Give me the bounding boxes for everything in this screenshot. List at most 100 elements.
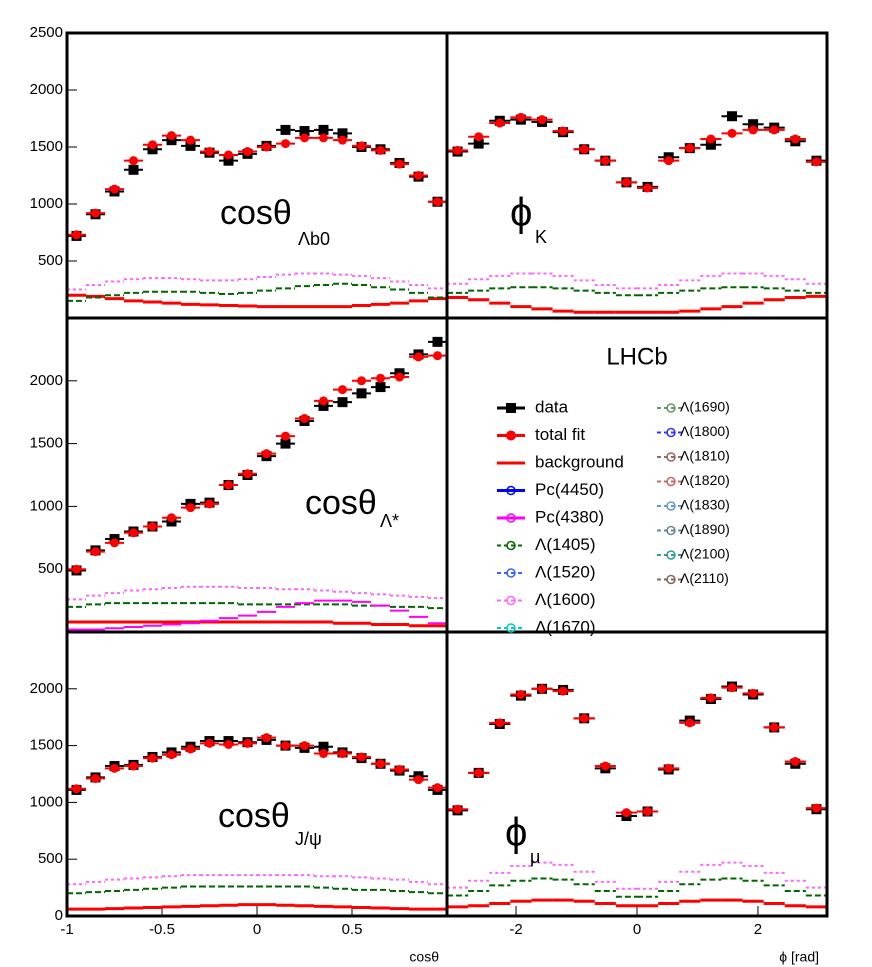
fit-point — [148, 521, 157, 531]
fit-point — [474, 132, 484, 142]
legend-marker — [666, 501, 676, 511]
fit-point — [129, 528, 138, 538]
fit-point — [357, 752, 366, 762]
data-point — [299, 126, 310, 137]
legend-marker — [506, 568, 516, 578]
y-tick-label: 1000 — [30, 195, 63, 212]
fit-point — [224, 150, 233, 160]
fit-point — [186, 503, 195, 513]
panel-label: cosθ — [305, 484, 377, 522]
fit-point — [186, 135, 195, 145]
panel-label: cosθ — [220, 194, 292, 232]
data-point — [337, 397, 348, 408]
fit-point — [433, 197, 442, 207]
panel-label: ϕ — [510, 191, 532, 235]
fit-point — [537, 684, 547, 694]
legend-label: Pc(4380) — [535, 507, 604, 526]
fit-point — [281, 431, 290, 441]
fit-point — [664, 763, 674, 773]
fit-point — [600, 156, 610, 166]
legend-marker — [506, 430, 516, 441]
fit-point — [91, 547, 100, 557]
legend-label: total fit — [535, 425, 585, 444]
fit-point — [558, 686, 568, 696]
data-point — [147, 144, 158, 155]
fit-point — [811, 157, 821, 167]
legend-marker — [506, 540, 516, 551]
fit-point — [579, 144, 589, 154]
legend-marker — [666, 574, 676, 585]
data-point — [432, 336, 443, 347]
fit-point — [621, 808, 631, 818]
x-tick-label: -1 — [60, 921, 73, 938]
legend-marker — [666, 525, 676, 536]
fit-point — [167, 131, 176, 141]
panel-label-sub: μ — [530, 847, 540, 867]
legend-label: Λ(1670) — [535, 617, 596, 636]
panel-label-sub: J/ψ — [295, 829, 322, 849]
data-point — [280, 124, 291, 135]
legend-marker — [666, 427, 676, 438]
y-tick-label: 1500 — [30, 435, 63, 452]
data-point — [748, 119, 759, 130]
fit-point — [148, 753, 157, 763]
y-tick-label: 2000 — [30, 81, 63, 98]
y-tick-label: 2000 — [30, 680, 63, 697]
fit-point — [243, 147, 252, 157]
x-tick-label: 0.5 — [342, 921, 363, 938]
legend-label: Λ(1810) — [680, 448, 730, 464]
fit-point — [414, 352, 423, 362]
fit-point — [790, 757, 800, 767]
legend-marker — [506, 623, 516, 633]
fit-point — [727, 128, 737, 138]
data-point — [223, 155, 234, 166]
fit-point — [495, 118, 505, 128]
fit-point — [558, 126, 568, 136]
fit-point — [243, 738, 252, 748]
data-point — [166, 135, 177, 146]
fit-point — [167, 513, 176, 523]
fit-point — [205, 738, 214, 748]
legend-marker — [666, 452, 676, 462]
legend-marker — [506, 403, 516, 413]
fit-point — [224, 739, 233, 749]
fit-point — [338, 135, 347, 145]
fit-point — [600, 761, 610, 771]
legend-label: background — [535, 452, 624, 471]
fit-point — [769, 125, 779, 135]
fit-point — [91, 208, 100, 218]
x-tick-label: 0 — [633, 921, 641, 938]
data-point — [375, 382, 386, 393]
legend-marker — [666, 550, 676, 560]
fit-point — [790, 134, 800, 144]
data-point — [318, 124, 329, 135]
y-tick-label: 500 — [38, 560, 63, 577]
x-axis-title: ϕ [rad] — [779, 949, 819, 965]
legend-marker — [666, 476, 676, 487]
fit-point — [453, 804, 463, 814]
x-tick-label: -2 — [509, 921, 522, 938]
fit-point — [262, 733, 271, 743]
y-tick-label: 2500 — [30, 24, 63, 41]
panel-label: ϕ — [505, 811, 527, 855]
fit-point — [376, 145, 385, 155]
fit-point — [300, 133, 309, 143]
data-point — [337, 128, 348, 139]
x-tick-label: 0 — [253, 921, 261, 938]
x-tick-label: 2 — [754, 921, 762, 938]
fit-point — [110, 538, 119, 548]
y-tick-label: 1000 — [30, 793, 63, 810]
fit-point — [395, 159, 404, 169]
fit-point — [281, 741, 290, 751]
fit-point — [453, 145, 463, 155]
fit-point — [579, 713, 589, 723]
y-tick-label: 2000 — [30, 372, 63, 389]
data-point — [280, 438, 291, 449]
fit-point — [243, 469, 252, 479]
y-tick-label: 1000 — [30, 497, 63, 514]
legend-label: Λ(1800) — [680, 423, 730, 439]
legend-label: Λ(1520) — [535, 562, 596, 581]
data-point — [473, 138, 484, 149]
fit-point — [706, 693, 716, 703]
